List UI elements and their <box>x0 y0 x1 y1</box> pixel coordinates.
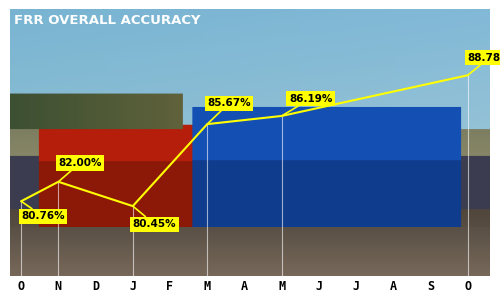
Text: 82.00%: 82.00% <box>58 158 102 182</box>
Text: 85.67%: 85.67% <box>207 98 251 124</box>
Text: 80.76%: 80.76% <box>21 201 65 221</box>
Text: 86.19%: 86.19% <box>282 94 333 116</box>
Text: FRR OVERALL ACCURACY: FRR OVERALL ACCURACY <box>14 14 200 27</box>
Text: 88.78%: 88.78% <box>468 53 500 75</box>
Text: 80.45%: 80.45% <box>133 206 176 229</box>
